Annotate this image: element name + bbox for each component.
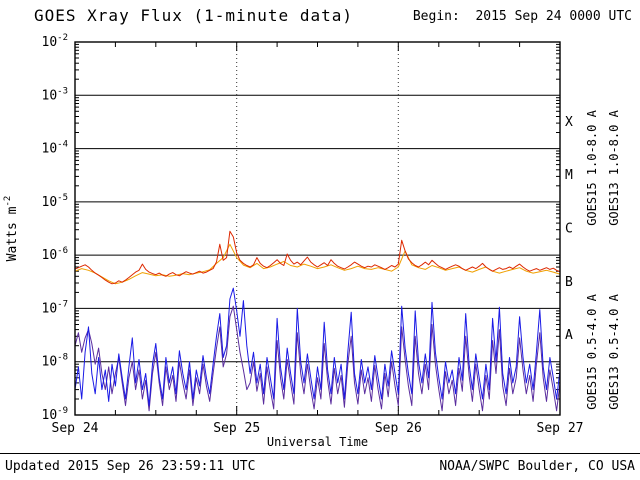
x-axis-label: Universal Time bbox=[267, 435, 368, 449]
svg-text:Watts m-2: Watts m-2 bbox=[3, 196, 20, 262]
svg-text:M: M bbox=[565, 168, 573, 183]
svg-text:GOES13 1.0-8.0 A: GOES13 1.0-8.0 A bbox=[607, 109, 621, 225]
data-source: NOAA/SWPC Boulder, CO USA bbox=[439, 459, 635, 474]
updated-timestamp: Updated 2015 Sep 26 23:59:11 UTC bbox=[5, 459, 256, 474]
svg-text:Sep 27: Sep 27 bbox=[537, 421, 584, 436]
svg-text:Sep 24: Sep 24 bbox=[52, 421, 99, 436]
svg-text:GOES13 0.5-4.0 A: GOES13 0.5-4.0 A bbox=[607, 293, 621, 409]
begin-timestamp: Begin: 2015 Sep 24 0000 UTC bbox=[412, 9, 632, 24]
series-goes15-0-5-4-0-a bbox=[74, 305, 561, 412]
svg-text:C: C bbox=[565, 222, 573, 237]
svg-text:B: B bbox=[565, 275, 573, 290]
svg-text:10-8: 10-8 bbox=[42, 353, 69, 370]
svg-text:Sep 26: Sep 26 bbox=[375, 421, 422, 436]
grid-lines bbox=[75, 94, 560, 363]
svg-text:GOES15 0.5-4.0 A: GOES15 0.5-4.0 A bbox=[585, 293, 599, 409]
svg-text:10-2: 10-2 bbox=[42, 33, 69, 50]
svg-text:10-4: 10-4 bbox=[42, 140, 69, 157]
svg-text:X: X bbox=[565, 115, 573, 130]
svg-text:10-5: 10-5 bbox=[42, 193, 69, 210]
svg-text:10-7: 10-7 bbox=[42, 299, 69, 316]
y-axis-label: Watts m-2 bbox=[3, 196, 20, 262]
plot-frame bbox=[74, 41, 561, 416]
svg-text:10-9: 10-9 bbox=[42, 406, 69, 423]
svg-text:GOES15 1.0-8.0 A: GOES15 1.0-8.0 A bbox=[585, 109, 599, 225]
y-tick-labels: 10-2 10-3 10-4 10-5 10-6 10-7 10-8 10-9 bbox=[42, 33, 69, 423]
footer-divider bbox=[0, 453, 640, 454]
axis-ticks bbox=[74, 42, 561, 415]
chart-title: GOES Xray Flux (1-minute data) bbox=[34, 6, 353, 25]
svg-text:A: A bbox=[565, 328, 573, 343]
series-goes13-0-5-4-0-a bbox=[74, 287, 561, 407]
svg-text:10-3: 10-3 bbox=[42, 86, 69, 103]
flare-class-labels: X M C B A bbox=[565, 115, 573, 343]
series-goes15-1-0-8-0-a bbox=[74, 230, 561, 285]
series-goes13-1-0-8-0-a bbox=[74, 243, 561, 285]
x-tick-labels: Sep 24 Sep 25 Sep 26 Sep 27 bbox=[52, 421, 584, 436]
svg-text:Sep 25: Sep 25 bbox=[213, 421, 260, 436]
svg-text:10-6: 10-6 bbox=[42, 246, 69, 263]
legend-labels: GOES15 1.0-8.0 A GOES13 1.0-8.0 A GOES15 0… bbox=[585, 109, 621, 409]
